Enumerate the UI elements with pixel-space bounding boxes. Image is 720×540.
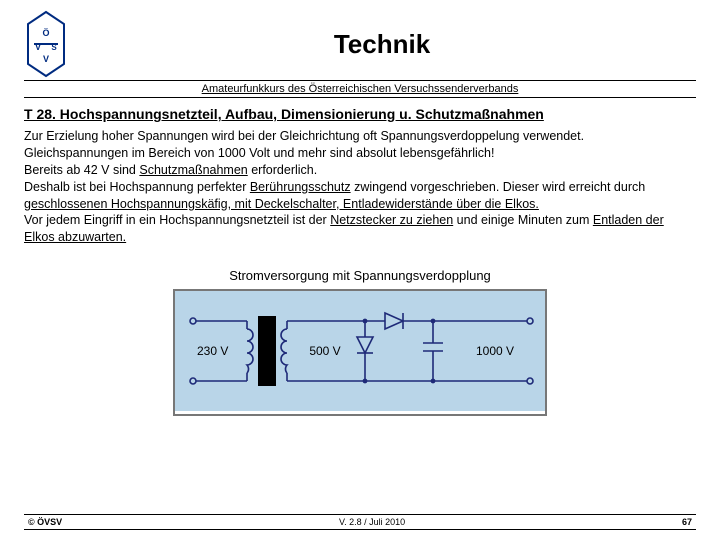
body-line: erforderlich. xyxy=(248,163,317,177)
label-230v: 230 V xyxy=(197,344,228,358)
section-heading: T 28. Hochspannungsnetzteil, Aufbau, Dim… xyxy=(24,106,696,122)
body-text: Zur Erzielung hoher Spannungen wird bei … xyxy=(24,128,696,246)
body-line: und einige Minuten zum xyxy=(453,213,593,227)
body-line: Deshalb ist bei Hochspannung perfekter xyxy=(24,180,250,194)
body-line: Gleichspannungen im Bereich von 1000 Vol… xyxy=(24,146,494,160)
body-underline: Berührungsschutz xyxy=(250,180,351,194)
page-title: Technik xyxy=(68,29,696,60)
svg-text:V: V xyxy=(43,54,49,64)
footer-left: © ÖVSV xyxy=(28,517,62,527)
label-500v: 500 V xyxy=(309,344,340,358)
oevsv-logo: Ö V S V xyxy=(24,10,68,78)
figure-caption: Stromversorgung mit Spannungsverdopplung xyxy=(24,268,696,283)
body-underline: Schutzmaßnahmen xyxy=(139,163,247,177)
svg-text:S: S xyxy=(51,43,57,52)
footer-page: 67 xyxy=(682,517,692,527)
body-line: Vor jedem Eingriff in ein Hochspannungsn… xyxy=(24,213,330,227)
circuit-diagram: 230 V 500 V xyxy=(24,289,696,416)
subtitle: Amateurfunkkurs des Österreichischen Ver… xyxy=(24,81,696,97)
body-underline: geschlossenen Hochspannungskäfig, mit De… xyxy=(24,197,539,211)
body-underline: Netzstecker zu ziehen xyxy=(330,213,453,227)
body-line: zwingend vorgeschrieben. Dieser wird err… xyxy=(351,180,646,194)
label-1000v: 1000 V xyxy=(476,344,514,358)
footer: © ÖVSV V. 2.8 / Juli 2010 67 xyxy=(24,514,696,530)
footer-mid: V. 2.8 / Juli 2010 xyxy=(339,517,405,527)
svg-text:V: V xyxy=(35,42,41,52)
subtitle-bar: Amateurfunkkurs des Österreichischen Ver… xyxy=(24,80,696,98)
body-line: Zur Erzielung hoher Spannungen wird bei … xyxy=(24,129,584,143)
svg-text:Ö: Ö xyxy=(42,28,49,38)
header: Ö V S V Technik xyxy=(24,10,696,78)
body-line: Bereits ab 42 V sind xyxy=(24,163,139,177)
